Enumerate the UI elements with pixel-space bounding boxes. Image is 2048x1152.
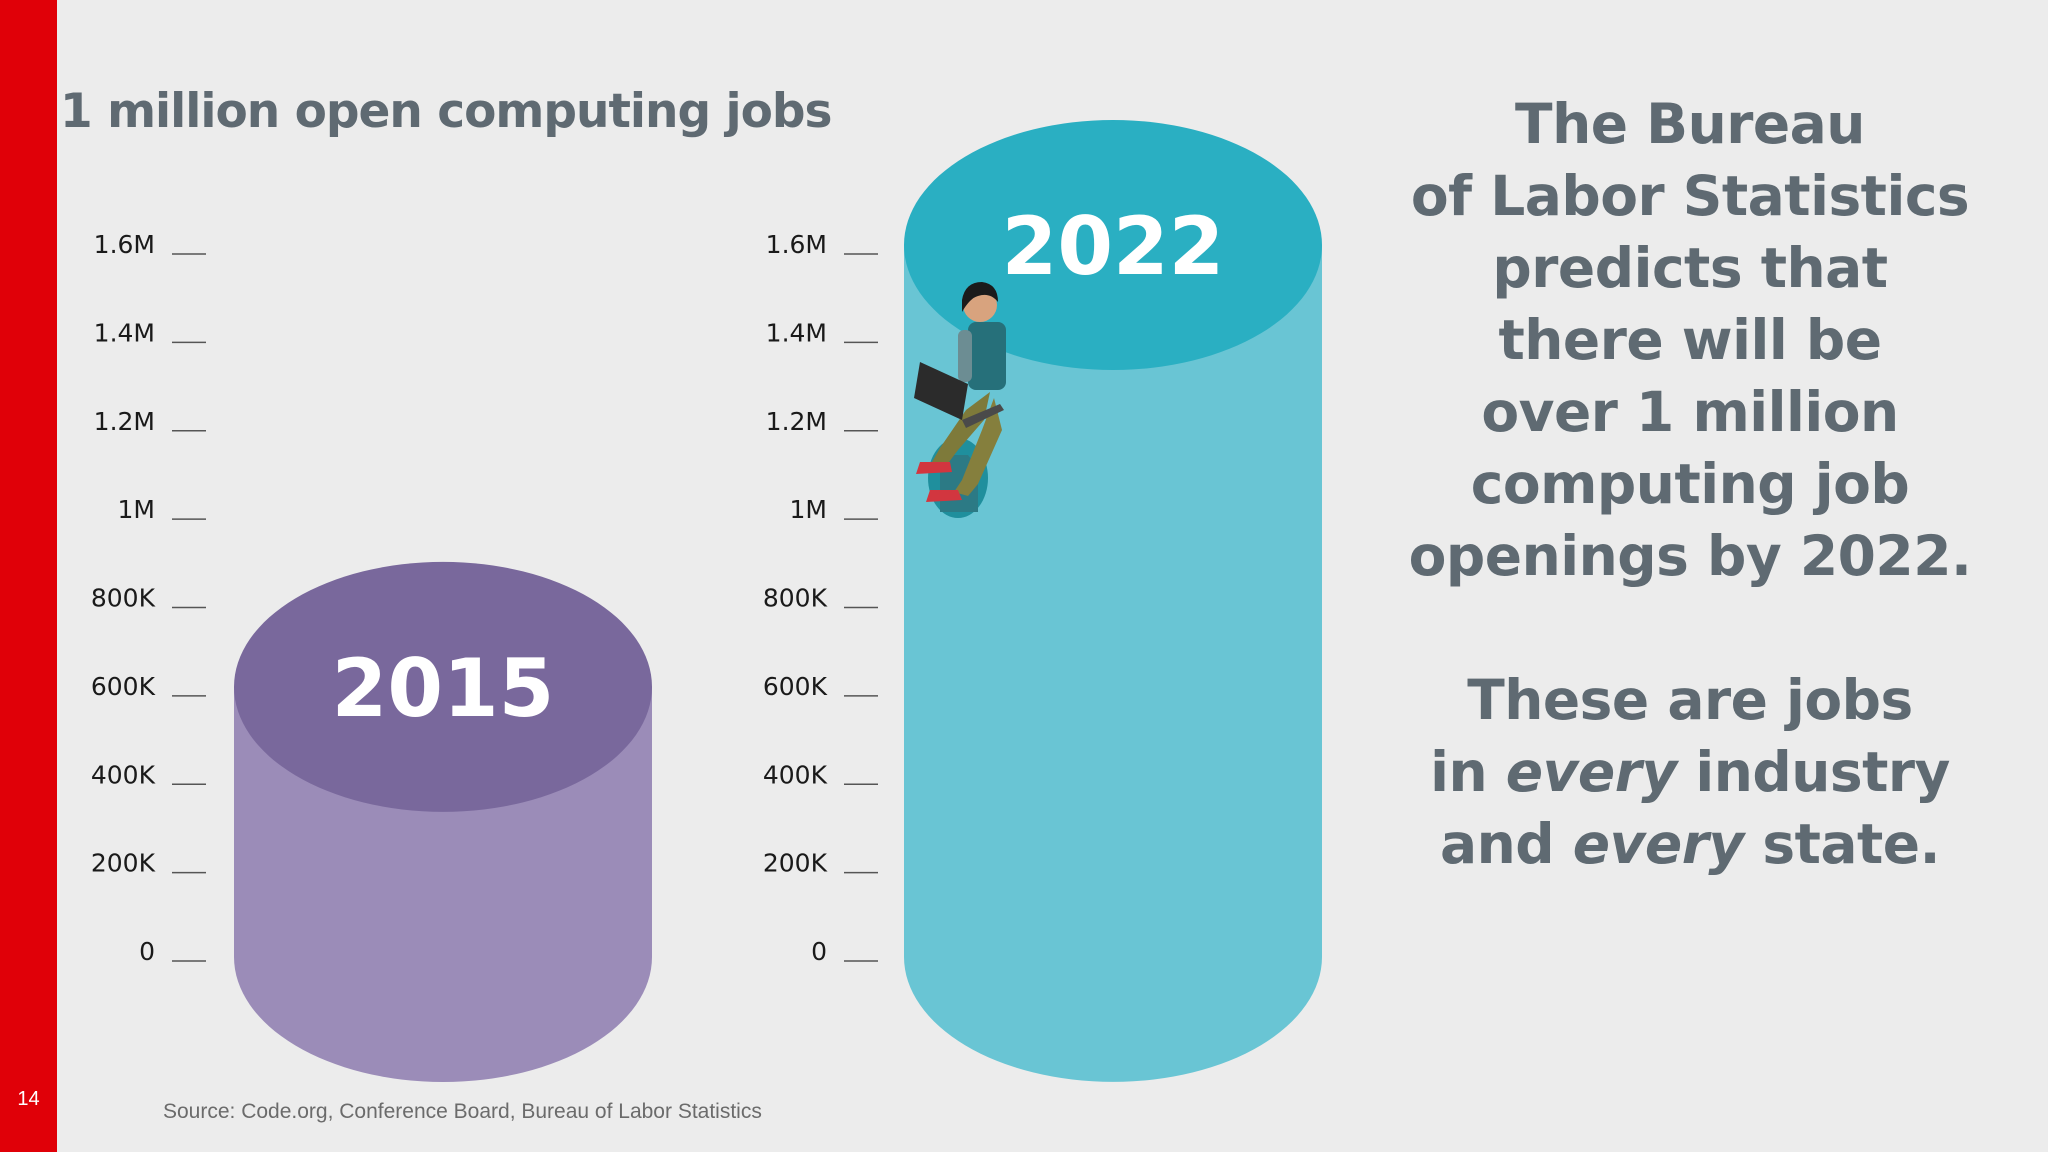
y-tick-label: 1.6M	[94, 230, 155, 259]
bar-2015-top	[234, 561, 652, 812]
y-tick-label: 1M	[118, 495, 155, 524]
y-tick-label: 200K	[91, 849, 156, 878]
y-tick-label: 1.4M	[94, 318, 155, 347]
industry-text: These are jobs in every industry and eve…	[1370, 664, 2010, 880]
slide-number: 14	[17, 1088, 40, 1110]
prediction-line: over 1 million	[1481, 380, 1899, 444]
text-fragment: state.	[1743, 812, 1940, 876]
bar-2022-body	[904, 245, 1322, 1082]
text-fragment: in	[1430, 740, 1506, 804]
prediction-text: The Bureau of Labor Statistics predicts …	[1370, 88, 2010, 592]
source-citation: Source: Code.org, Conference Board, Bure…	[163, 1100, 762, 1123]
accent-bar	[0, 0, 57, 1152]
emphasis-every: every	[1572, 812, 1744, 876]
y-tick-label: 0	[811, 937, 827, 966]
y-tick-label: 0	[139, 937, 155, 966]
y-tick-label: 1.4M	[766, 318, 827, 347]
y-tick-label: 200K	[763, 849, 828, 878]
y-tick-label: 400K	[91, 760, 156, 789]
y-tick-label: 1.2M	[766, 407, 827, 436]
slide-title: 1 million open computing jobs	[60, 84, 833, 139]
prediction-line: there will be	[1498, 308, 1882, 372]
y-tick-label: 600K	[763, 672, 828, 701]
y-tick-label: 800K	[91, 584, 156, 613]
industry-line-3: and every state.	[1370, 808, 2010, 880]
text-fragment: industry	[1676, 740, 1950, 804]
prediction-line: computing job	[1470, 452, 1910, 516]
bar-2022-top	[904, 120, 1322, 370]
y-tick-label: 1M	[790, 495, 827, 524]
prediction-line: of Labor Statistics	[1410, 164, 1970, 228]
text-fragment: and	[1439, 812, 1573, 876]
prediction-line: predicts that	[1492, 236, 1888, 300]
y-tick-label: 1.2M	[94, 407, 155, 436]
prediction-line: openings by 2022.	[1408, 524, 1972, 588]
y-tick-label: 1.6M	[766, 230, 827, 259]
y-tick-label: 400K	[763, 760, 828, 789]
bar-2022-label: 2022	[1002, 200, 1225, 293]
emphasis-every: every	[1505, 740, 1677, 804]
industry-line-1: These are jobs	[1467, 668, 1913, 732]
bar-2015-label: 2015	[332, 642, 555, 735]
y-tick-label: 800K	[763, 584, 828, 613]
industry-line-2: in every industry	[1370, 736, 2010, 808]
prediction-line: The Bureau	[1515, 92, 1865, 156]
person-with-laptop-icon	[914, 282, 1006, 518]
y-tick-label: 600K	[91, 672, 156, 701]
